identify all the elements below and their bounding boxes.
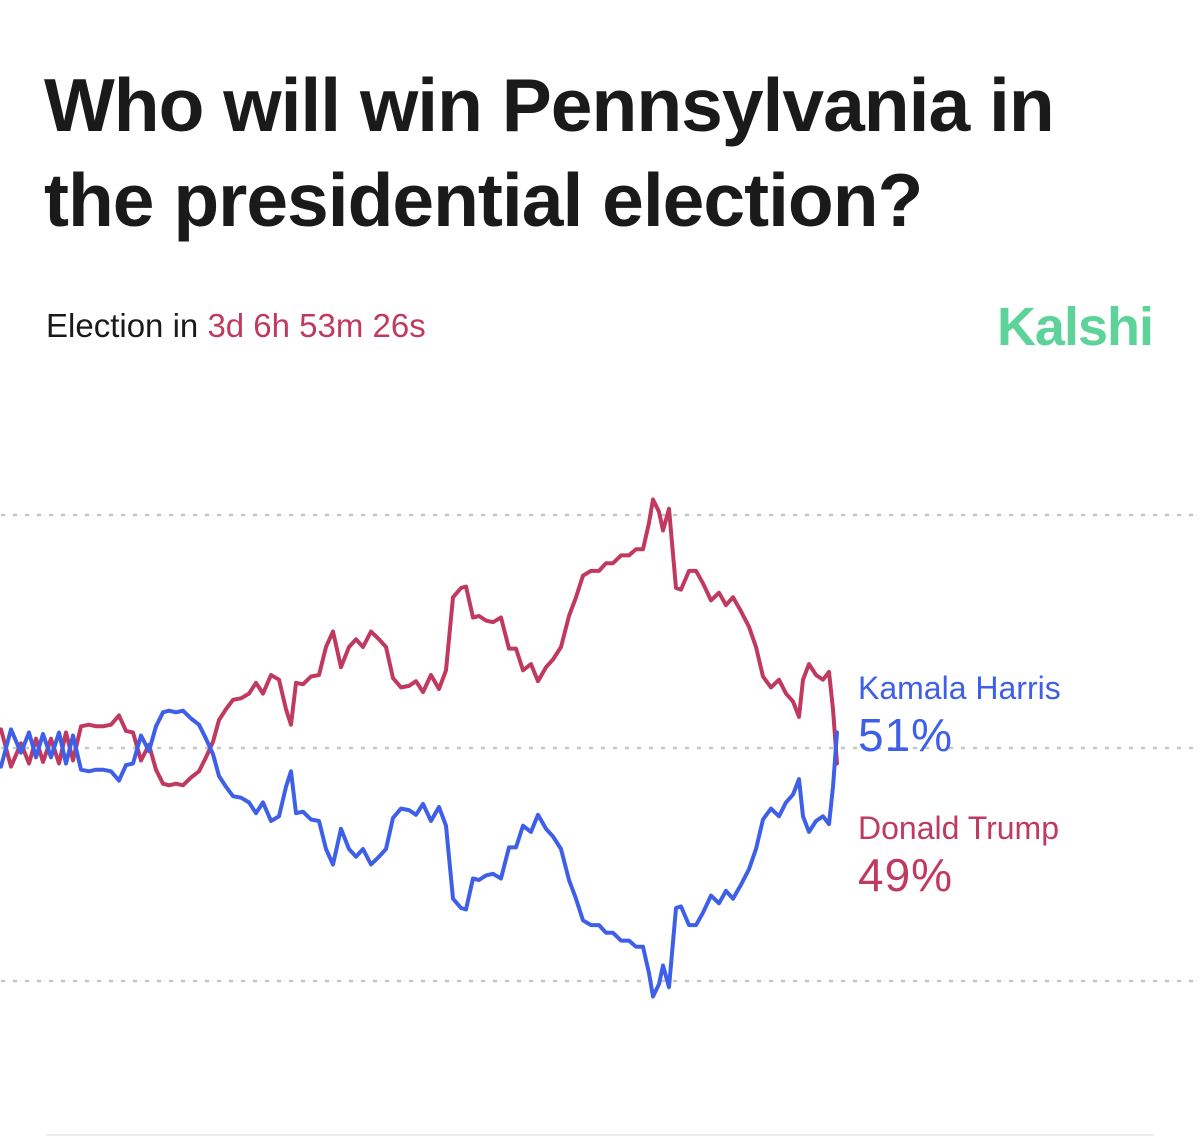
series-line-harris (0, 708, 839, 999)
legend-trump-name: Donald Trump (858, 810, 1059, 846)
gridlines (0, 513, 1198, 983)
probability-chart (0, 497, 1198, 999)
page-title: Who will win Pennsylvania in the preside… (44, 63, 1055, 242)
legend-harris: Kamala Harris 51% (858, 668, 1061, 762)
legend-trump: Donald Trump 49% (858, 808, 1059, 902)
series-lines (0, 497, 839, 999)
legend-harris-name: Kamala Harris (858, 670, 1061, 706)
divider (46, 1134, 1154, 1136)
election-countdown: Election in 3d 6h 53m 26s (46, 306, 426, 346)
legend-harris-value: 51% (858, 709, 954, 761)
brand-logo: Kalshi (996, 297, 1154, 357)
series-line-trump (0, 497, 839, 788)
countdown-value: 3d 6h 53m 26s (207, 307, 426, 344)
countdown-label: Election in (46, 307, 199, 344)
legend-trump-value: 49% (858, 849, 954, 901)
